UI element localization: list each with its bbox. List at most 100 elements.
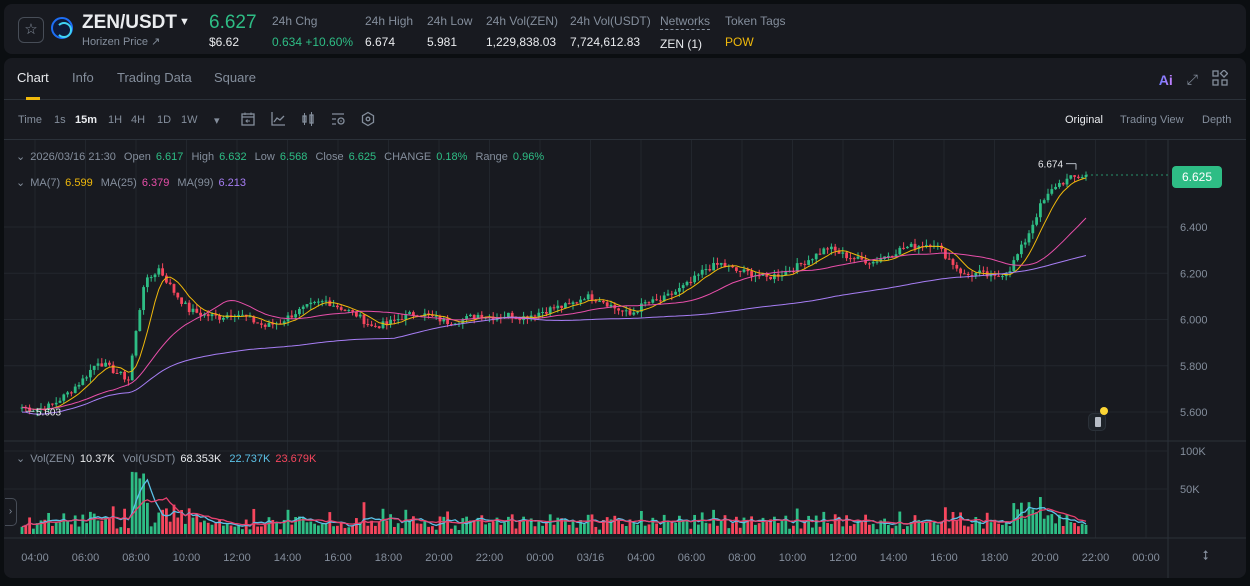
fit-scale-icon[interactable]: ⭥: [1202, 548, 1210, 563]
stat-value: POW: [725, 35, 754, 49]
stat-label: 24h High: [365, 14, 414, 28]
layout-icon[interactable]: [1212, 69, 1229, 89]
stat-value: 5.981: [427, 35, 458, 49]
ai-icon[interactable]: Ai: [1158, 71, 1173, 88]
view-original[interactable]: Original: [1065, 114, 1103, 126]
svg-text:16:00: 16:00: [930, 552, 958, 564]
stat-value: 0.634 +10.60%: [272, 35, 354, 49]
stat-value: 1,229,838.03: [486, 35, 557, 49]
panel-tabs: Chart Info Trading Data Square Ai ⤢: [4, 58, 1246, 100]
stat-token-tags: Token Tags POW: [725, 14, 786, 49]
favorite-star-icon[interactable]: ☆: [18, 17, 44, 43]
stat-networks[interactable]: Networks ZEN (1): [660, 14, 711, 51]
svg-text:00:00: 00:00: [1132, 552, 1160, 564]
svg-text:08:00: 08:00: [122, 552, 150, 564]
volume-legend: ⌄ Vol(ZEN) 10.37K Vol(USDT) 68.353K 22.737K…: [16, 453, 317, 465]
last-price-badge: 6.625: [1172, 166, 1222, 188]
stat-24h-high: 24h High 6.674: [365, 14, 413, 49]
tab-chart[interactable]: Chart: [17, 70, 49, 85]
view-depth[interactable]: Depth: [1202, 114, 1232, 126]
svg-text:14:00: 14:00: [274, 552, 302, 564]
svg-text:6.000: 6.000: [1180, 315, 1208, 327]
svg-text:08:00: 08:00: [728, 552, 756, 564]
svg-text:6.200: 6.200: [1180, 268, 1208, 280]
svg-text:50K: 50K: [1180, 484, 1200, 496]
svg-text:18:00: 18:00: [981, 552, 1009, 564]
hexagon-settings-icon[interactable]: [360, 111, 376, 127]
interval-1h[interactable]: 1H: [108, 114, 123, 126]
candle-type-icon[interactable]: [300, 111, 316, 127]
stat-24h-vol-usdt-: 24h Vol(USDT) 7,724,612.83: [570, 14, 651, 49]
last-price: 6.627: [209, 12, 257, 33]
stat-24h-vol-zen-: 24h Vol(ZEN) 1,229,838.03: [486, 14, 558, 49]
time-label[interactable]: Time: [18, 114, 43, 126]
interval-1s[interactable]: 1s: [54, 114, 66, 126]
stat-24h-chg: 24h Chg 0.634 +10.60%: [272, 14, 353, 49]
svg-text:20:00: 20:00: [1031, 552, 1059, 564]
tab-info[interactable]: Info: [72, 70, 94, 85]
svg-text:6.400: 6.400: [1180, 222, 1208, 234]
collapse-chevron-icon[interactable]: ⌄: [16, 151, 26, 163]
svg-text:22:00: 22:00: [1082, 552, 1110, 564]
stat-label: 24h Chg: [272, 14, 318, 28]
svg-text:04:00: 04:00: [627, 552, 655, 564]
stat-label: Token Tags: [725, 14, 786, 28]
svg-text:10:00: 10:00: [173, 552, 201, 564]
last-price-usd: $6.62: [209, 35, 240, 49]
svg-text:6.674: 6.674: [1038, 160, 1063, 171]
svg-text:5.800: 5.800: [1180, 361, 1208, 373]
svg-text:18:00: 18:00: [375, 552, 403, 564]
svg-text:12:00: 12:00: [829, 552, 857, 564]
stat-24h-low: 24h Low 5.981: [427, 14, 472, 49]
stat-value: 6.674: [365, 35, 396, 49]
zen-logo-icon: [51, 17, 73, 39]
symbol-title[interactable]: ZEN/USDT: [82, 12, 177, 33]
chart-panel: Chart Info Trading Data Square Ai ⤢ Time…: [4, 58, 1246, 578]
indicator-icon[interactable]: [270, 111, 286, 127]
ohlc-legend: ⌄ 2026/03/16 21:30 Open 6.617 High 6.632 Lo…: [16, 151, 545, 163]
expand-sidebar-handle[interactable]: ›: [5, 498, 17, 526]
price-link[interactable]: Horizen Price ↗: [82, 36, 161, 48]
view-trading-view[interactable]: Trading View: [1120, 114, 1184, 126]
stat-label: 24h Vol(ZEN): [486, 14, 559, 28]
symbol-dropdown-icon[interactable]: ▼: [179, 16, 190, 28]
more-intervals-caret-icon[interactable]: ▾: [214, 115, 220, 127]
chart-toolbar: Time 1s 15m 1H 4H 1D 1W ▾ Original Tradi…: [4, 100, 1246, 140]
calendar-icon[interactable]: [240, 111, 256, 127]
tab-trading-data[interactable]: Trading Data: [117, 70, 192, 85]
stat-value: 7,724,612.83: [570, 35, 641, 49]
notification-dot: [1100, 407, 1108, 415]
svg-text:22:00: 22:00: [476, 552, 504, 564]
stat-label: 24h Vol(USDT): [570, 14, 651, 28]
expand-icon[interactable]: ⤢: [1186, 71, 1198, 87]
svg-text:03/16: 03/16: [577, 552, 605, 564]
svg-text:5.600: 5.600: [1180, 407, 1208, 419]
svg-text:12:00: 12:00: [223, 552, 251, 564]
stat-value: ZEN (1): [660, 37, 702, 51]
interval-15m[interactable]: 15m: [75, 114, 98, 126]
chart-settings-icon[interactable]: [330, 111, 346, 127]
collapse-chevron-icon[interactable]: ⌄: [16, 177, 26, 189]
tab-square[interactable]: Square: [214, 70, 256, 85]
svg-text:06:00: 06:00: [72, 552, 100, 564]
ma-legend: ⌄ MA(7) 6.599 MA(25) 6.379 MA(99) 6.213: [16, 177, 247, 189]
svg-text:5.603: 5.603: [36, 407, 61, 418]
svg-text:16:00: 16:00: [324, 552, 352, 564]
svg-text:04:00: 04:00: [21, 552, 49, 564]
note-icon[interactable]: [1088, 413, 1106, 431]
interval-1w[interactable]: 1W: [181, 114, 198, 126]
svg-text:06:00: 06:00: [678, 552, 706, 564]
collapse-chevron-icon[interactable]: ⌄: [16, 453, 26, 465]
svg-text:14:00: 14:00: [880, 552, 908, 564]
price-chart[interactable]: 6.400 6.200 6.000 5.800 5.600 100K 50K 04:00 06:…: [4, 140, 1246, 578]
interval-4h[interactable]: 4H: [131, 114, 146, 126]
svg-text:20:00: 20:00: [425, 552, 453, 564]
active-tab-indicator: [26, 97, 40, 100]
ticker-header: ☆ ZEN/USDT ▼ Horizen Price ↗ 6.627 $6.62…: [4, 4, 1246, 54]
stat-label: Networks: [660, 14, 711, 30]
interval-1d[interactable]: 1D: [157, 114, 172, 126]
svg-text:10:00: 10:00: [779, 552, 807, 564]
stat-label: 24h Low: [427, 14, 473, 28]
svg-text:00:00: 00:00: [526, 552, 554, 564]
svg-text:100K: 100K: [1180, 446, 1206, 458]
